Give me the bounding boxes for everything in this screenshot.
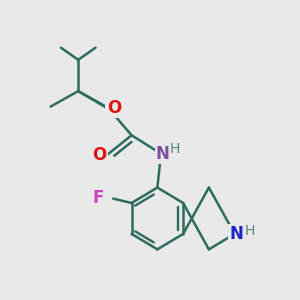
Text: H: H [245,224,255,238]
Text: N: N [230,225,243,243]
Text: N: N [156,145,170,163]
Text: H: H [170,142,180,155]
Text: O: O [107,99,121,117]
Text: F: F [93,189,104,207]
Text: O: O [92,146,107,164]
